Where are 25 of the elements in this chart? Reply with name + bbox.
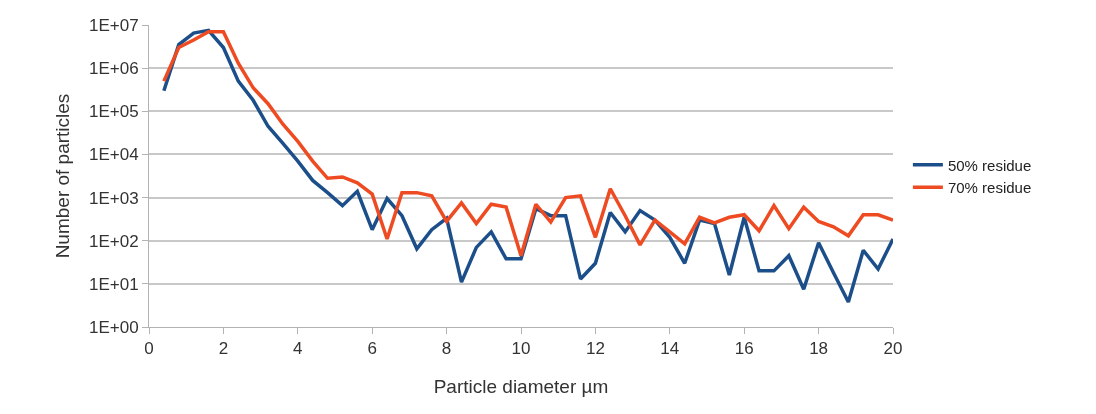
y-tick-label: 1E+07 bbox=[88, 15, 139, 35]
x-tick-label: 8 bbox=[441, 339, 452, 359]
x-tick-label: 14 bbox=[660, 339, 680, 359]
x-tick-label: 20 bbox=[883, 339, 903, 359]
x-tick-label: 18 bbox=[809, 339, 829, 359]
legend-label: 50% residue bbox=[947, 156, 1032, 174]
y-tick-label: 1E+05 bbox=[88, 102, 139, 122]
y-tick-label: 1E+06 bbox=[88, 59, 139, 79]
x-tick-label: 10 bbox=[511, 339, 531, 359]
y-tick-label: 1E+03 bbox=[88, 188, 139, 208]
legend-label: 70% residue bbox=[947, 179, 1032, 197]
y-tick-label: 1E+02 bbox=[88, 231, 139, 251]
y-tick-label: 1E+04 bbox=[88, 145, 139, 165]
line-series bbox=[162, 28, 893, 304]
x-tick-label: 4 bbox=[293, 339, 303, 359]
x-axis-title: Particle diameter µm bbox=[433, 376, 609, 398]
y-axis-title: Number of particles bbox=[51, 93, 73, 259]
x-tick-label: 16 bbox=[734, 339, 754, 359]
x-tick-label: 0 bbox=[144, 339, 154, 359]
y-tick-label: 1E+00 bbox=[88, 317, 139, 337]
x-tick-label: 2 bbox=[218, 339, 229, 359]
line-series bbox=[162, 29, 893, 258]
y-tick-label: 1E+01 bbox=[88, 274, 139, 294]
x-tick-label: 12 bbox=[585, 339, 605, 359]
x-tick-label: 6 bbox=[367, 339, 377, 359]
